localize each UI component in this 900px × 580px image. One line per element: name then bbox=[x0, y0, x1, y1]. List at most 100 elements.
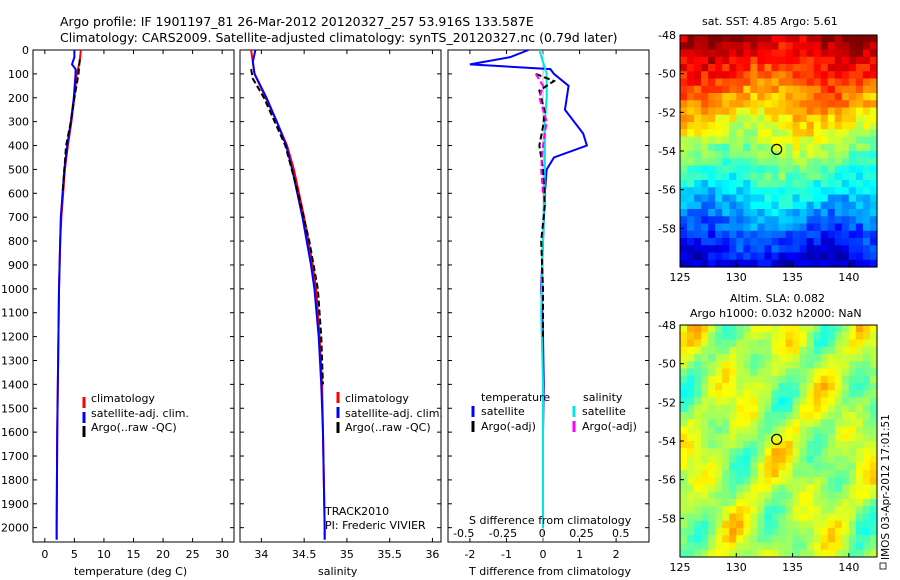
map-cell bbox=[694, 549, 702, 558]
map-cell bbox=[841, 230, 850, 239]
map-cell bbox=[701, 470, 709, 478]
map-cell bbox=[813, 187, 822, 196]
map-cell bbox=[764, 339, 773, 348]
map-cell bbox=[771, 64, 780, 72]
map-cell bbox=[694, 223, 702, 232]
map-cell bbox=[743, 339, 751, 348]
map-cell bbox=[869, 252, 878, 261]
map-cell bbox=[820, 368, 829, 377]
map-cell bbox=[862, 42, 871, 51]
map-cell bbox=[701, 426, 709, 435]
map-cell bbox=[778, 187, 787, 196]
map-cell bbox=[757, 383, 766, 391]
map-cell bbox=[799, 448, 808, 457]
map-cell bbox=[855, 49, 864, 58]
map-cell bbox=[785, 368, 794, 377]
map-cell bbox=[708, 433, 716, 442]
map-cell bbox=[785, 375, 794, 384]
map-cell bbox=[785, 151, 794, 159]
map-cell bbox=[841, 491, 850, 500]
map-cell bbox=[764, 93, 773, 101]
map-cell bbox=[778, 535, 787, 544]
map-cell bbox=[785, 419, 794, 428]
map-cell bbox=[764, 404, 773, 413]
map-cell bbox=[694, 172, 702, 181]
map-cell bbox=[841, 433, 850, 442]
map-cell bbox=[701, 100, 709, 109]
map-cell bbox=[785, 433, 794, 442]
map-cell bbox=[701, 209, 709, 217]
map-cell bbox=[862, 339, 871, 348]
series-s-argo-adj- bbox=[534, 73, 548, 194]
map-cell bbox=[680, 499, 688, 507]
map-cell bbox=[827, 375, 836, 384]
diff-legend-s-argo: Argo(-adj) bbox=[582, 420, 637, 433]
map-cell bbox=[757, 64, 766, 72]
map-cell bbox=[701, 172, 709, 181]
map-cell bbox=[708, 64, 716, 72]
map-cell bbox=[715, 85, 723, 94]
map-cell bbox=[834, 223, 843, 232]
map-cell bbox=[722, 455, 730, 464]
map-cell bbox=[764, 346, 773, 355]
map-cell bbox=[764, 499, 773, 507]
map-cell bbox=[715, 397, 723, 406]
map-cell bbox=[862, 499, 871, 507]
map-cell bbox=[736, 513, 744, 522]
map-cell bbox=[869, 361, 878, 370]
map-cell bbox=[813, 542, 822, 551]
map-cell bbox=[771, 252, 780, 261]
map-cell bbox=[785, 477, 794, 486]
map-cell bbox=[778, 462, 787, 471]
map-cell bbox=[750, 56, 758, 65]
map-cell bbox=[827, 180, 836, 188]
map-cell bbox=[855, 180, 864, 188]
map-cell bbox=[848, 542, 857, 551]
map-cell bbox=[757, 136, 766, 145]
map-cell bbox=[736, 129, 744, 138]
map-cell bbox=[694, 346, 702, 355]
map-cell bbox=[785, 404, 794, 413]
map-cell bbox=[722, 477, 730, 486]
map-cell bbox=[722, 354, 730, 362]
map-cell bbox=[694, 56, 702, 65]
map-cell bbox=[764, 187, 773, 196]
map-cell bbox=[722, 528, 730, 536]
map-cell bbox=[862, 56, 871, 65]
map-cell bbox=[841, 209, 850, 217]
map-cell bbox=[750, 448, 758, 457]
map-cell bbox=[736, 64, 744, 72]
map-cell bbox=[862, 441, 871, 449]
map-cell bbox=[736, 412, 744, 420]
map-cell bbox=[841, 151, 850, 159]
map-cell bbox=[827, 513, 836, 522]
map-cell bbox=[750, 491, 758, 500]
map-cell bbox=[750, 354, 758, 362]
map-cell bbox=[757, 71, 766, 80]
map-cell bbox=[820, 491, 829, 500]
map-cell bbox=[820, 448, 829, 457]
map-cell bbox=[813, 158, 822, 167]
map-cell bbox=[708, 354, 716, 362]
map-cell bbox=[750, 484, 758, 493]
map-cell bbox=[848, 122, 857, 130]
map-cell bbox=[708, 245, 716, 254]
map-cell bbox=[736, 143, 744, 152]
map-cell bbox=[771, 151, 780, 159]
map-cell bbox=[841, 346, 850, 355]
map-cell bbox=[827, 470, 836, 478]
map-cell bbox=[687, 42, 695, 51]
map-cell bbox=[715, 462, 723, 471]
map-cell bbox=[792, 114, 801, 123]
map-cell bbox=[862, 172, 871, 181]
map-cell bbox=[813, 535, 822, 544]
salinity-legend: climatology satellite-adj. clim. Argo(..… bbox=[336, 392, 443, 434]
legend-climatology: climatology bbox=[91, 392, 155, 405]
map-x-tick-label: 130 bbox=[726, 561, 747, 574]
map-cell bbox=[680, 506, 688, 515]
map-cell bbox=[750, 506, 758, 515]
map-cell bbox=[813, 433, 822, 442]
map-cell bbox=[729, 325, 737, 333]
map-cell bbox=[799, 462, 808, 471]
map-cell bbox=[792, 448, 801, 457]
